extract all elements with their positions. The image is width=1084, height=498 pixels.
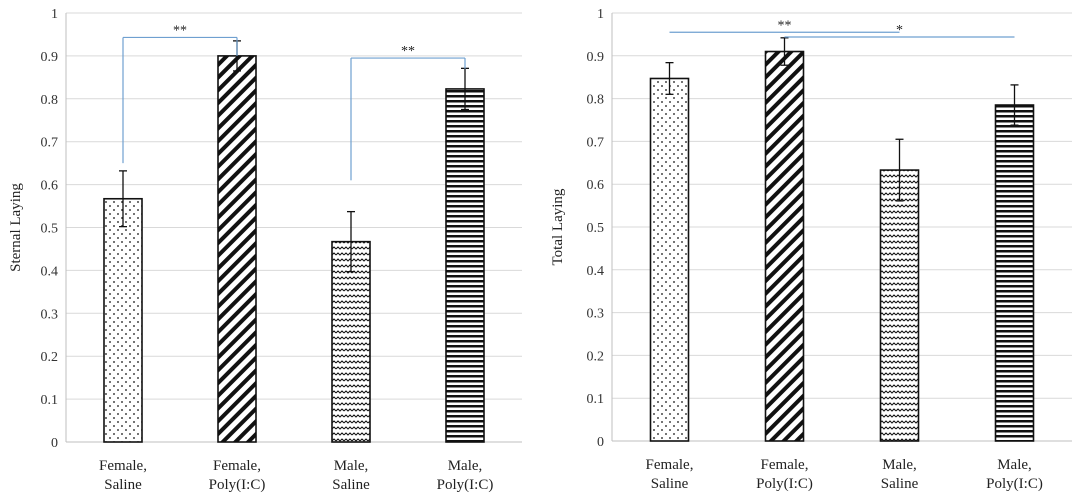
x-tick-label-line: Female, xyxy=(761,457,809,473)
x-tick-label-line: Male, xyxy=(882,457,917,473)
x-tick-label-line: Male, xyxy=(997,457,1032,473)
y-tick-label: 0.4 xyxy=(587,264,605,279)
y-tick-label: 0.8 xyxy=(41,93,59,108)
x-tick-label: Female, Saline xyxy=(99,458,147,493)
x-tick-label-line: Poly(I:C) xyxy=(437,477,494,493)
y-tick-label: 0.8 xyxy=(587,93,605,108)
y-tick-label: 0.7 xyxy=(587,135,605,150)
y-tick-label: 0.1 xyxy=(587,392,605,407)
y-tick-label: 0.3 xyxy=(587,307,605,322)
y-tick-label: 1 xyxy=(51,7,58,22)
x-tick-label: Female, Poly(I:C) xyxy=(209,458,266,493)
x-tick-label-line: Male, xyxy=(448,458,483,474)
y-tick-label: 0 xyxy=(51,436,58,451)
bar-3 xyxy=(994,104,1035,442)
y-tick-label: 0.7 xyxy=(41,136,59,151)
x-tick-label-line: Poly(I:C) xyxy=(756,476,813,492)
x-tick-label-line: Saline xyxy=(881,476,919,492)
chart-total-laying: 0 0.1 0.2 0.3 0.4 0.5 0.6 0.7 0.8 0.9 1 Total Layin… xyxy=(550,7,1072,492)
y-tick-label: 0.2 xyxy=(587,349,605,364)
chart-sternal-laying: 0 0.1 0.2 0.3 0.4 0.5 0.6 0.7 0.8 0.9 1 Sternal Lay… xyxy=(8,7,522,493)
y-tick-label: 0.9 xyxy=(587,50,605,65)
x-tick-label: Female, Saline xyxy=(646,457,694,492)
x-tick-label-line: Female, xyxy=(99,458,147,474)
y-tick-label: 0.2 xyxy=(41,350,59,365)
bar-0 xyxy=(649,77,690,442)
bar-2 xyxy=(879,169,920,442)
x-tick-label-line: Female, xyxy=(213,458,261,474)
y-tick-label: 0.4 xyxy=(41,264,59,279)
y-tick-label: 0 xyxy=(597,435,604,450)
x-tick-label: Male, Poly(I:C) xyxy=(437,458,494,493)
x-tick-label-line: Poly(I:C) xyxy=(209,477,266,493)
y-tick-label: 0.5 xyxy=(587,221,605,236)
x-tick-label-line: Male, xyxy=(334,458,369,474)
y-tick-label: 0.6 xyxy=(587,178,605,193)
x-tick-label: Male, Saline xyxy=(332,458,370,493)
y-tick-label: 0.9 xyxy=(41,50,59,65)
x-tick-label-line: Saline xyxy=(332,477,370,493)
y-tick-label: 1 xyxy=(597,7,604,22)
x-tick-label: Female, Poly(I:C) xyxy=(756,457,813,492)
y-tick-label: 0.5 xyxy=(41,222,59,237)
y-axis-label: Total Laying xyxy=(550,188,566,265)
x-tick-label-line: Female, xyxy=(646,457,694,473)
x-tick-label-line: Saline xyxy=(104,477,142,493)
bar-1 xyxy=(764,50,805,442)
y-axis-label: Sternal Laying xyxy=(8,183,24,272)
y-tick-label: 0.3 xyxy=(41,307,59,322)
x-tick-label-line: Saline xyxy=(651,476,689,492)
significance-label: ** xyxy=(173,23,187,38)
bar-1 xyxy=(217,55,257,443)
x-tick-label-line: Poly(I:C) xyxy=(986,476,1043,492)
significance-label: ** xyxy=(778,18,792,33)
x-tick-label: Male, Saline xyxy=(881,457,919,492)
significance-label: * xyxy=(896,23,903,38)
x-tick-label: Male, Poly(I:C) xyxy=(986,457,1043,492)
y-tick-label: 0.6 xyxy=(41,179,59,194)
bar-0 xyxy=(103,197,143,443)
bar-3 xyxy=(445,88,485,443)
significance-label: ** xyxy=(401,44,415,59)
y-tick-label: 0.1 xyxy=(41,393,59,408)
